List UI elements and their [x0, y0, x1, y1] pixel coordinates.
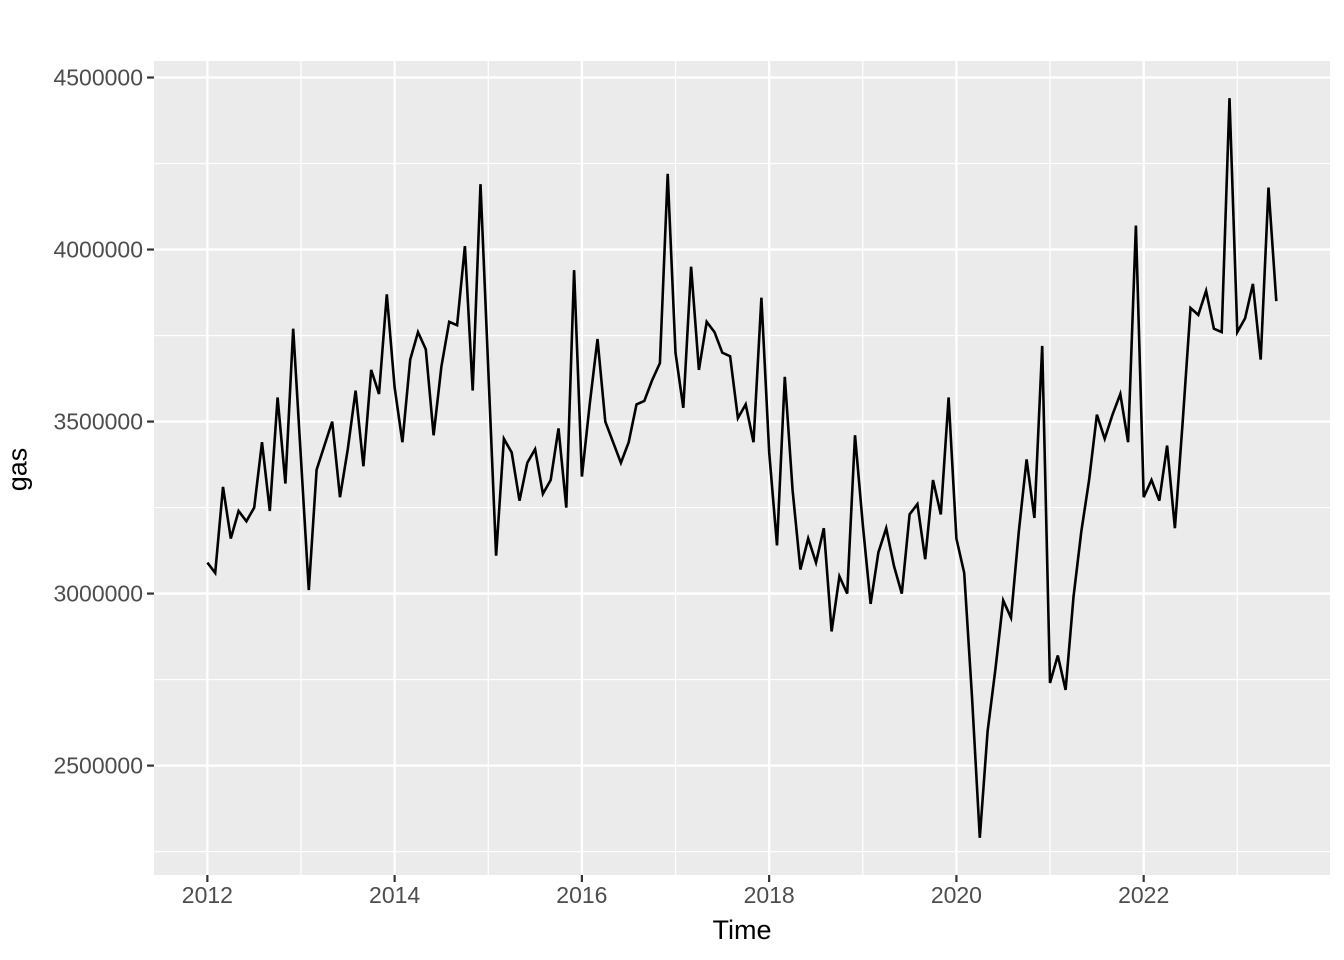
x-tick-label: 2012: [182, 882, 233, 908]
x-axis-title: Time: [712, 915, 772, 945]
y-tick-label: 4000000: [53, 237, 143, 263]
x-tick-label: 2016: [556, 882, 607, 908]
y-tick-label: 2500000: [53, 753, 143, 779]
y-tick-label: 4500000: [53, 65, 143, 91]
plot-panel: [154, 61, 1330, 875]
x-tick-label: 2022: [1118, 882, 1169, 908]
x-tick-label: 2020: [931, 882, 982, 908]
x-tick-label: 2014: [369, 882, 420, 908]
y-tick-label: 3000000: [53, 581, 143, 607]
y-tick-label: 3500000: [53, 409, 143, 435]
y-axis-title: gas: [2, 447, 33, 492]
x-tick-label: 2018: [744, 882, 795, 908]
gas-series-line: [206, 98, 1278, 838]
